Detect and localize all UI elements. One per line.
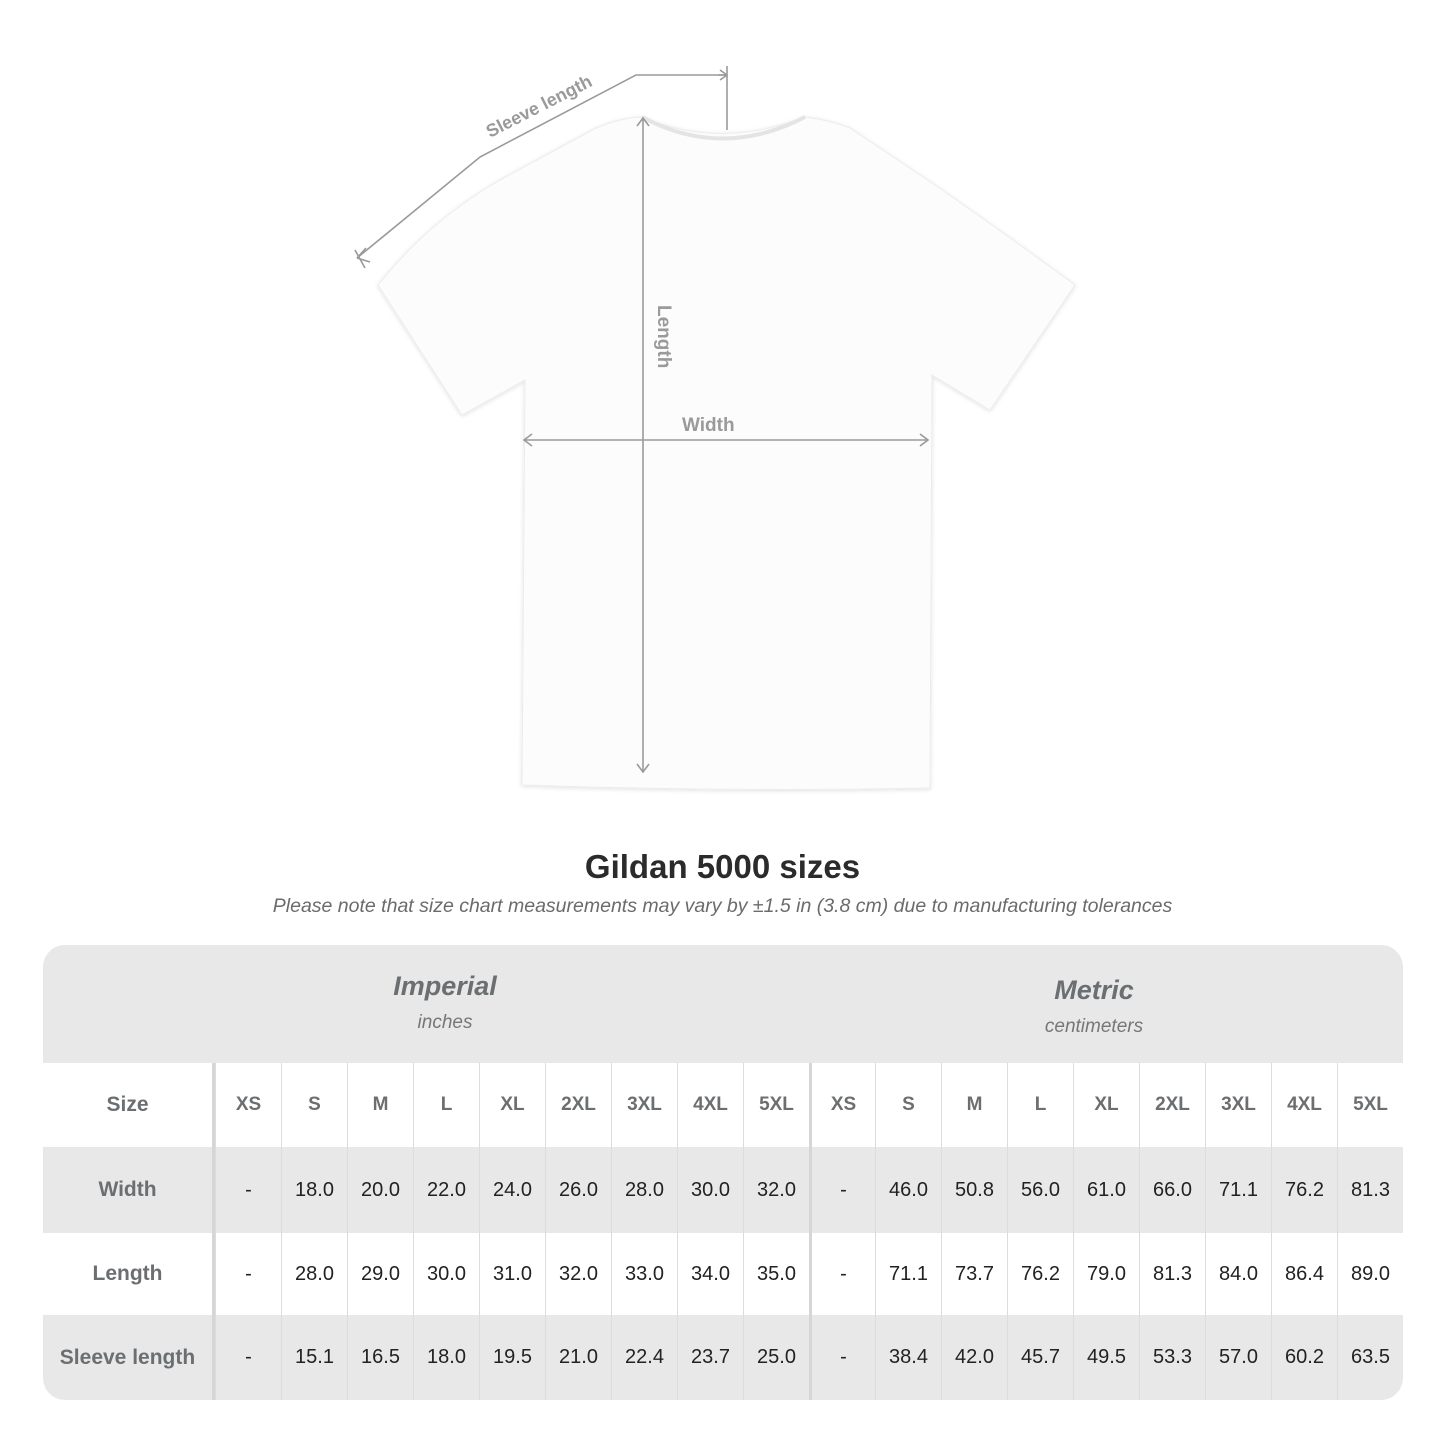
imperial-value-cell: 16.5: [347, 1315, 413, 1400]
imperial-value-cell: -: [215, 1233, 281, 1315]
metric-size-header: 4XL: [1271, 1063, 1337, 1147]
metric-value-cell: 81.3: [1139, 1233, 1205, 1315]
imperial-value-cell: -: [215, 1147, 281, 1233]
metric-title: Metric: [1054, 975, 1134, 1005]
row-label: Sleeve length: [43, 1315, 215, 1400]
metric-value-cell: 89.0: [1337, 1233, 1403, 1315]
imperial-value-cell: 29.0: [347, 1233, 413, 1315]
metric-value-cell: -: [809, 1147, 875, 1233]
imperial-value-cell: 26.0: [545, 1147, 611, 1233]
imperial-value-cell: 15.1: [281, 1315, 347, 1400]
imperial-size-header: 3XL: [611, 1063, 677, 1147]
imperial-size-header: L: [413, 1063, 479, 1147]
imperial-value-cell: 18.0: [281, 1147, 347, 1233]
metric-value-cell: 84.0: [1205, 1233, 1271, 1315]
length-label: Length: [653, 305, 674, 368]
imperial-value-cell: 28.0: [281, 1233, 347, 1315]
tshirt-diagram: Sleeve length Length Width: [354, 66, 1076, 790]
imperial-title: Imperial: [393, 971, 497, 1001]
imperial-unit: inches: [417, 1012, 473, 1033]
metric-value-cell: 86.4: [1271, 1233, 1337, 1315]
metric-value-cell: 38.4: [875, 1315, 941, 1400]
size-table: Imperial inches Metric centimeters Size X…: [43, 945, 1403, 1400]
metric-size-header: S: [875, 1063, 941, 1147]
imperial-value-cell: 32.0: [743, 1147, 809, 1233]
imperial-value-cell: 21.0: [545, 1315, 611, 1400]
imperial-value-cell: -: [215, 1315, 281, 1400]
imperial-value-cell: 28.0: [611, 1147, 677, 1233]
imperial-size-header: M: [347, 1063, 413, 1147]
metric-value-cell: 56.0: [1007, 1147, 1073, 1233]
length-line: [636, 116, 650, 774]
imperial-value-cell: 19.5: [479, 1315, 545, 1400]
metric-value-cell: 42.0: [941, 1315, 1007, 1400]
width-label: Width: [682, 415, 735, 436]
metric-value-cell: 71.1: [875, 1233, 941, 1315]
metric-value-cell: 63.5: [1337, 1315, 1403, 1400]
metric-size-header: L: [1007, 1063, 1073, 1147]
row-label: Size: [43, 1063, 215, 1147]
imperial-header: Imperial inches: [245, 971, 645, 1034]
imperial-value-cell: 22.4: [611, 1315, 677, 1400]
metric-header: Metric centimeters: [894, 975, 1294, 1038]
imperial-value-cell: 24.0: [479, 1147, 545, 1233]
metric-size-header: M: [941, 1063, 1007, 1147]
imperial-value-cell: 30.0: [677, 1147, 743, 1233]
metric-value-cell: 66.0: [1139, 1147, 1205, 1233]
metric-value-cell: 60.2: [1271, 1315, 1337, 1400]
row-label: Width: [43, 1147, 215, 1233]
metric-value-cell: 46.0: [875, 1147, 941, 1233]
page-title: Gildan 5000 sizes: [584, 848, 861, 885]
metric-value-cell: 57.0: [1205, 1315, 1271, 1400]
metric-value-cell: 76.2: [1007, 1233, 1073, 1315]
metric-value-cell: -: [809, 1315, 875, 1400]
metric-value-cell: -: [809, 1233, 875, 1315]
tolerance-note: Please note that size chart measurements…: [272, 895, 1173, 917]
size-header-row: Size XS S M L XL 2XL 3XL 4XL 5XL XS S M L XL 2XL 3XL 4XL 5…: [43, 1063, 1403, 1147]
imperial-value-cell: 18.0: [413, 1315, 479, 1400]
metric-value-cell: 53.3: [1139, 1315, 1205, 1400]
imperial-value-cell: 35.0: [743, 1233, 809, 1315]
sleeve-length-line: [356, 74, 727, 259]
imperial-value-cell: 32.0: [545, 1233, 611, 1315]
metric-size-header: 5XL: [1337, 1063, 1403, 1147]
table-row: Length -28.0 29.0 30.0 31.0 32.0 33.0 34.0 35.0-…: [43, 1233, 1403, 1315]
imperial-size-header: 5XL: [743, 1063, 809, 1147]
metric-value-cell: 61.0: [1073, 1147, 1139, 1233]
metric-value-cell: 79.0: [1073, 1233, 1139, 1315]
imperial-size-header: XL: [479, 1063, 545, 1147]
imperial-value-cell: 22.0: [413, 1147, 479, 1233]
imperial-value-cell: 31.0: [479, 1233, 545, 1315]
imperial-value-cell: 30.0: [413, 1233, 479, 1315]
row-label: Length: [43, 1233, 215, 1315]
metric-value-cell: 45.7: [1007, 1315, 1073, 1400]
table-header: Imperial inches Metric centimeters: [43, 945, 1403, 1063]
tshirt-shape: [377, 116, 1076, 790]
metric-value-cell: 73.7: [941, 1233, 1007, 1315]
imperial-size-header: S: [281, 1063, 347, 1147]
imperial-size-header: 2XL: [545, 1063, 611, 1147]
metric-size-header: XS: [809, 1063, 875, 1147]
metric-value-cell: 71.1: [1205, 1147, 1271, 1233]
metric-value-cell: 81.3: [1337, 1147, 1403, 1233]
metric-value-cell: 49.5: [1073, 1315, 1139, 1400]
imperial-size-header: XS: [215, 1063, 281, 1147]
metric-size-header: 2XL: [1139, 1063, 1205, 1147]
width-line: [522, 433, 930, 447]
metric-size-header: XL: [1073, 1063, 1139, 1147]
imperial-size-header: 4XL: [677, 1063, 743, 1147]
imperial-value-cell: 20.0: [347, 1147, 413, 1233]
metric-size-header: 3XL: [1205, 1063, 1271, 1147]
metric-value-cell: 50.8: [941, 1147, 1007, 1233]
sleeve-length-label: Sleeve length: [483, 71, 595, 142]
imperial-value-cell: 23.7: [677, 1315, 743, 1400]
metric-unit: centimeters: [1044, 1016, 1144, 1037]
imperial-value-cell: 33.0: [611, 1233, 677, 1315]
metric-value-cell: 76.2: [1271, 1147, 1337, 1233]
table-row: Sleeve length -15.1 16.5 18.0 19.5 21.0 22.4 23…: [43, 1315, 1403, 1400]
imperial-value-cell: 25.0: [743, 1315, 809, 1400]
imperial-value-cell: 34.0: [677, 1233, 743, 1315]
table-row: Width -18.0 20.0 22.0 24.0 26.0 28.0 30.0 32.0-4…: [43, 1147, 1403, 1233]
